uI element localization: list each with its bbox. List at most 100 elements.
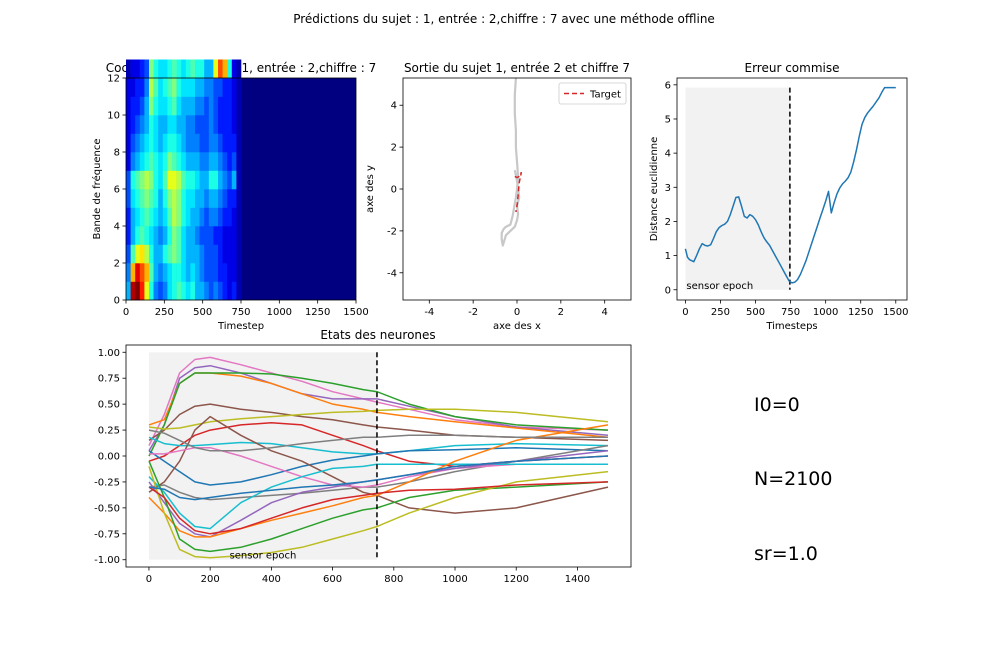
heatmap-cell [139,133,145,153]
neuron-state-line [148,429,608,452]
heatmap-cell [172,152,177,171]
heatmap-cell [176,244,182,264]
heatmap-cell [130,115,136,134]
heatmap-cell [126,226,131,245]
heatmap-cell [126,152,131,171]
heatmap-cell [153,263,159,282]
heatmap-cell [222,152,228,171]
heatmap-cell [190,244,196,264]
heatmap-cell [139,96,145,116]
heatmap-cell [199,78,205,97]
error-plot: Erreur commise Timesteps Distance euclid… [649,61,909,332]
heatmap-cell [199,115,205,134]
heatmap-cell [195,152,200,171]
error-xtick-label: 0 [682,307,688,318]
heatmap-cell [222,115,228,134]
heatmap-cell [222,133,228,153]
heatmap-cell [153,96,159,116]
neuron-state-line [148,356,609,446]
heatmap-cell [204,115,210,134]
heatmap-cell [236,244,242,264]
neuron-state-line [148,446,609,486]
heatmap-cell [236,189,242,208]
heatmap-cell [222,96,228,116]
error-xlabel: Timesteps [765,321,817,332]
error-ylabel: Distance euclidienne [649,137,660,242]
heatmap-cell [181,244,187,264]
heatmap-cell [158,115,164,134]
heatmap-cell [153,59,159,79]
heatmap-cell [213,170,219,190]
heatmap-cell [204,152,210,171]
heatmap-cell [190,133,196,153]
heatmap-cell [227,263,233,282]
heatmap-cell [139,263,145,282]
neurons-xtick-label: 0 [146,574,152,585]
heatmap-cell [199,152,205,171]
cochleogram-xtick-label: 750 [231,307,250,318]
heatmap-cell [185,244,191,264]
heatmap-cell [172,96,177,116]
heatmap-cell [218,152,223,171]
heatmap-cell [126,59,131,79]
heatmap-cell [135,59,141,79]
heatmap-cell [231,244,237,264]
heatmap-cell [236,115,242,134]
heatmap-cell [162,152,168,171]
cochleogram-xtick-label: 500 [193,307,212,318]
heatmap-cell [130,244,136,264]
neurons-ytick-label: 0.25 [98,426,120,437]
neurons-xtick-label: 600 [323,574,342,585]
heatmap-cell [135,189,141,208]
heatmap-cell [208,115,214,134]
heatmap-cell [158,133,164,153]
output-ylabel: axe des y [365,165,376,213]
heatmap-cell [231,207,237,227]
neurons-ytick-label: 0.50 [98,400,120,411]
heatmap-cell [199,96,205,116]
error-ytick-label: 4 [665,149,671,160]
heatmap-cell [162,244,168,264]
heatmap-cell [185,96,191,116]
heatmap-cell [222,59,228,79]
heatmap-cell [153,152,159,171]
heatmap-cell [167,96,173,116]
heatmap-cell [231,170,237,190]
sensor-epoch-label: sensor epoch [686,281,753,292]
heatmap-cell [227,115,233,134]
heatmap-cell [231,59,237,79]
neuron-state-line [148,460,609,553]
heatmap-cell [222,78,228,97]
heatmap-cell [181,133,187,153]
heatmap-cell [181,263,187,282]
heatmap-cell [195,59,200,79]
heatmap-cell [227,133,233,153]
heatmap-cell [227,281,233,301]
error-ytick-label: 5 [665,114,671,125]
heatmap-cell [139,189,145,208]
heatmap-cell [130,170,136,190]
heatmap-cell [204,263,210,282]
heatmap-cell [130,263,136,282]
heatmap-cell [204,244,210,264]
heatmap-cell [126,263,131,282]
cochleogram-plot: Cocleogram du sujet : 1, entrée : 2,chif… [91,59,376,332]
neuron-state-line [148,415,609,514]
heatmap-cell [208,207,214,227]
parameter-n: N=2100 [754,468,833,490]
heatmap-cell [144,78,150,97]
heatmap-cell [172,133,177,153]
heatmap-cell [139,59,145,79]
cochleogram-ylabel: Bande de fréquence [91,138,103,239]
heatmap-cell [153,281,159,301]
heatmap-cell [222,170,228,190]
heatmap-cell [126,96,131,116]
heatmap-cell [130,207,136,227]
heatmap-cell [213,96,219,116]
heatmap-cell [126,207,131,227]
heatmap-cell [149,281,154,301]
heatmap-cell [167,226,173,245]
heatmap-cell [236,59,242,79]
neuron-state-line [148,466,609,559]
neurons-ytick-label: 1.00 [98,348,120,359]
